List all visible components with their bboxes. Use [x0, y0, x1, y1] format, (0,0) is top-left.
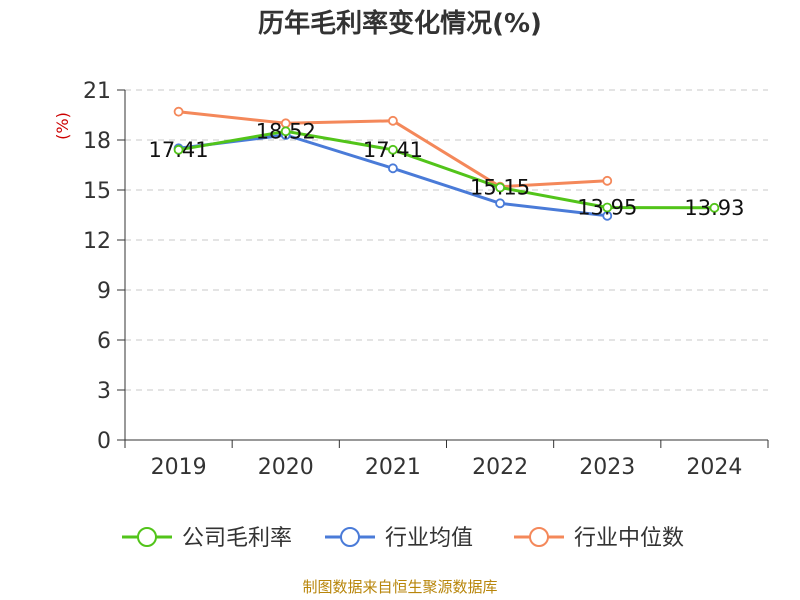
data-point[interactable]	[602, 175, 613, 186]
data-label: 17.41	[149, 138, 209, 162]
y-tick-label: 6	[97, 329, 111, 354]
x-tick-label: 2024	[686, 455, 742, 480]
data-label: 13.95	[577, 196, 637, 220]
series-lines	[173, 106, 720, 221]
x-tick-label: 2019	[151, 455, 207, 480]
y-tick-label: 21	[83, 79, 111, 104]
legend-item-0[interactable]: 公司毛利率	[122, 526, 292, 551]
legend-label: 公司毛利率	[182, 526, 292, 551]
legend-item-2[interactable]: 行业中位数	[514, 526, 684, 551]
axes: 0 3 6 9 12 15 18 21 2019 2020 2021 2022 2023 2024	[83, 79, 769, 480]
data-label: 13.93	[684, 196, 744, 220]
source-note: 制图数据来自恒生聚源数据库	[302, 578, 497, 596]
series-line-0	[178, 129, 715, 210]
legend-item-1[interactable]: 行业均值	[325, 526, 473, 551]
data-point[interactable]	[495, 182, 505, 193]
data-point[interactable]	[280, 126, 291, 137]
legend[interactable]: 公司毛利率 行业均值 行业中位数	[122, 526, 684, 551]
legend-label: 行业中位数	[574, 526, 684, 551]
y-tick-label: 0	[97, 429, 111, 454]
x-tick-label: 2022	[472, 455, 528, 480]
data-label: 17.41	[363, 138, 423, 162]
y-tick-label: 9	[97, 279, 111, 304]
data-label: 18.52	[256, 119, 316, 143]
data-point[interactable]	[709, 202, 720, 213]
y-axis-unit: (%)	[53, 112, 72, 140]
data-point[interactable]	[495, 198, 505, 209]
data-labels: 17.41 18.52 17.41 15.15 13.95 13.93	[149, 119, 745, 220]
legend-marker	[340, 527, 360, 547]
x-tick-label: 2023	[579, 455, 635, 480]
y-tick-label: 12	[83, 229, 111, 254]
data-point[interactable]	[388, 144, 398, 155]
data-point[interactable]	[173, 106, 184, 117]
legend-label: 行业均值	[385, 526, 473, 551]
data-point[interactable]	[602, 202, 613, 213]
data-point[interactable]	[388, 115, 398, 126]
y-tick-label: 15	[83, 179, 111, 204]
legend-marker	[137, 527, 157, 547]
gridlines	[125, 89, 768, 391]
y-tick-label: 18	[83, 129, 111, 154]
y-tick-label: 3	[97, 379, 111, 404]
chart-title: 历年毛利率变化情况(%)	[258, 8, 542, 39]
data-point[interactable]	[388, 163, 398, 174]
x-tick-label: 2020	[258, 455, 314, 480]
x-tick-label: 2021	[365, 455, 421, 480]
data-point[interactable]	[173, 144, 184, 155]
data-label: 15.15	[470, 176, 530, 200]
legend-marker	[529, 527, 549, 547]
